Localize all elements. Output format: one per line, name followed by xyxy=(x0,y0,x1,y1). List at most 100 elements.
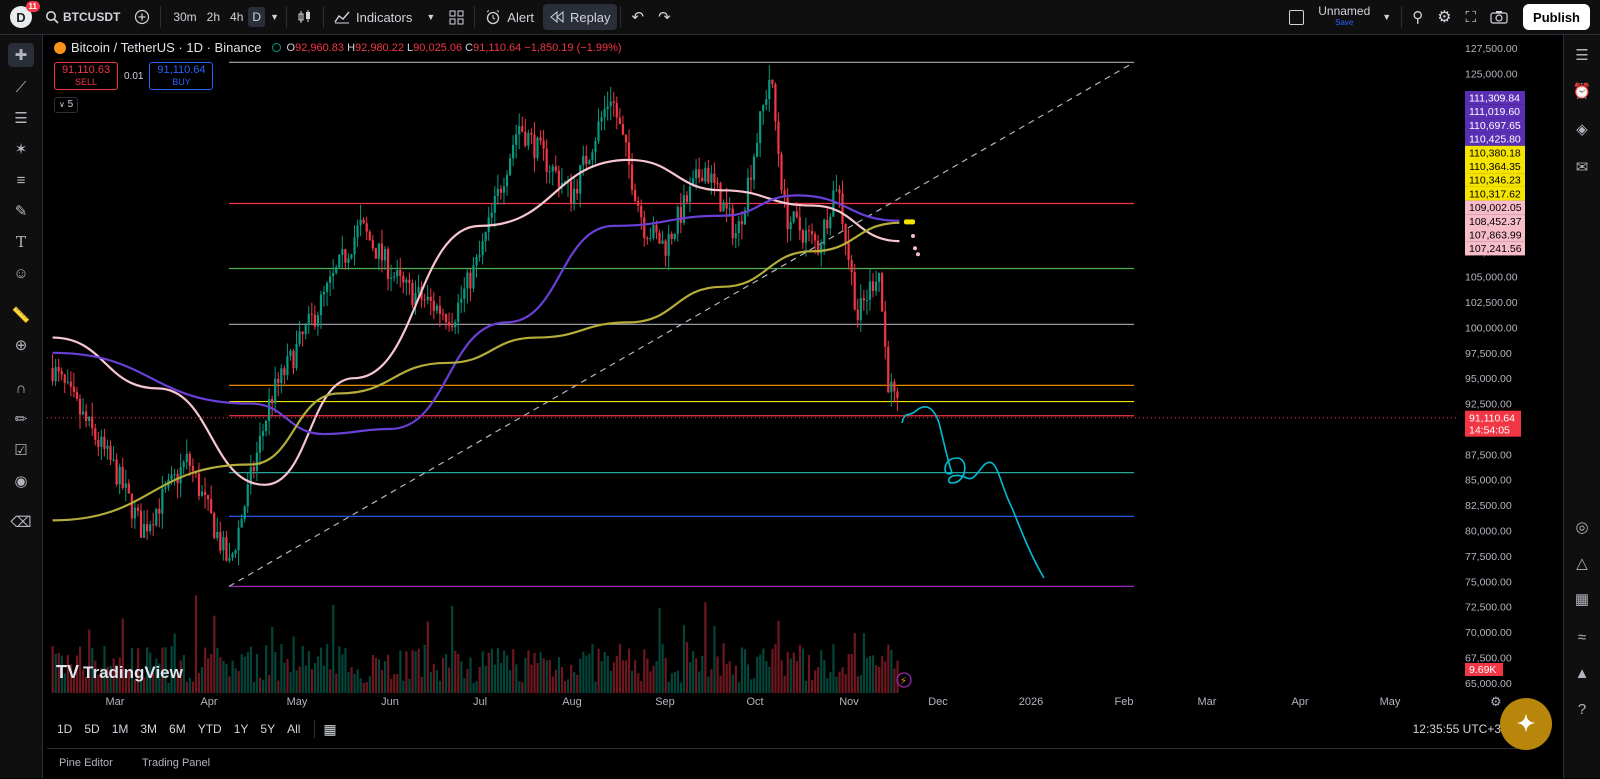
volume-bar xyxy=(335,673,338,693)
range-1m[interactable]: 1M xyxy=(111,722,129,736)
volume-bar xyxy=(634,660,637,693)
volume-bar xyxy=(740,647,744,693)
volume-bar xyxy=(161,647,164,693)
compare-symbol-button[interactable] xyxy=(127,0,157,34)
interval-d[interactable]: D xyxy=(248,7,266,27)
indicators-button[interactable]: Indicators ▼ xyxy=(327,0,442,34)
redo-button[interactable]: ↷ xyxy=(651,0,678,34)
crosshair-icon[interactable]: ✚ xyxy=(8,43,34,67)
emoji-icon[interactable]: ☺ xyxy=(13,264,29,282)
layout-name-button[interactable]: Unnamed Save ▼ xyxy=(1282,0,1398,34)
volume-bar xyxy=(646,658,649,693)
interval-2h[interactable]: 2h xyxy=(206,10,221,24)
volume-bar xyxy=(753,678,756,693)
candle-body xyxy=(554,166,557,171)
volume-bar xyxy=(573,672,576,693)
range-6m[interactable]: 6M xyxy=(169,722,186,736)
trend-line-icon[interactable]: ⟋ xyxy=(15,78,27,96)
range-5d[interactable]: 5D xyxy=(84,722,100,736)
replay-button[interactable]: Replay xyxy=(543,4,618,30)
chevron-down-icon[interactable]: ▼ xyxy=(270,12,279,22)
volume-bar xyxy=(466,668,469,693)
candle-body xyxy=(600,117,603,122)
volume-bar xyxy=(820,650,823,693)
symbol-search-button[interactable]: BTCUSDT xyxy=(38,0,127,34)
candle-body xyxy=(881,273,884,312)
current-price-label-bg xyxy=(1465,410,1521,437)
lock-drawing-icon[interactable]: ✏ xyxy=(14,411,28,428)
ruler-icon[interactable]: 📏 xyxy=(11,307,31,324)
settings-button[interactable]: ⚙ xyxy=(1430,0,1458,34)
layouts-button[interactable] xyxy=(442,0,471,34)
indicators-toggle[interactable]: ∨ 5 xyxy=(54,97,79,113)
undo-button[interactable]: ↶ xyxy=(624,0,651,34)
broadcast-icon[interactable]: ≈ xyxy=(1577,628,1587,646)
tab-pine-editor[interactable]: Pine Editor xyxy=(59,757,113,769)
volume-bar xyxy=(310,669,314,693)
interval-30m[interactable]: 30m xyxy=(173,10,197,24)
lock-icon[interactable]: ☑ xyxy=(14,442,28,459)
save-label[interactable]: Save xyxy=(1335,18,1354,27)
indicator-price-label-bg xyxy=(1465,173,1525,187)
volume-bar xyxy=(173,633,176,693)
volume-bar xyxy=(274,652,277,693)
publish-button[interactable]: Publish xyxy=(1523,4,1590,30)
candle-body xyxy=(832,190,835,217)
current-price-label: 91,110.64 xyxy=(1469,413,1515,425)
price-chart[interactable]: ⚡127,500.00125,000.00122,500.00120,000.0… xyxy=(47,38,1531,708)
volume-bar xyxy=(295,670,298,693)
range-3m[interactable]: 3M xyxy=(140,722,158,736)
alert-button[interactable]: Alert xyxy=(478,0,541,34)
quick-search-button[interactable]: ⚲ xyxy=(1405,0,1430,34)
legend-title[interactable]: Bitcoin / TetherUS · 1D · Binance xyxy=(71,40,262,55)
volume-bar xyxy=(374,657,378,693)
candle-body xyxy=(640,205,643,218)
layers-icon[interactable]: ◈ xyxy=(1576,121,1588,138)
candle-body xyxy=(191,466,194,471)
range-1y[interactable]: 1Y xyxy=(233,722,249,736)
candle-body xyxy=(582,155,585,166)
range-all[interactable]: All xyxy=(287,722,301,736)
range-ytd[interactable]: YTD xyxy=(197,722,222,736)
volume-bar xyxy=(149,652,152,693)
volume-bar xyxy=(643,649,646,693)
volume-bar xyxy=(527,650,530,693)
pattern-icon[interactable]: ✶ xyxy=(14,141,28,158)
eye-icon[interactable]: ◉ xyxy=(14,473,28,490)
chevron-down-icon[interactable]: ▼ xyxy=(426,12,436,22)
range-1d[interactable]: 1D xyxy=(57,722,73,736)
zoom-icon[interactable]: ⊕ xyxy=(14,337,28,354)
volume-bar xyxy=(664,657,667,693)
watchlist-icon[interactable]: ☰ xyxy=(1575,47,1589,64)
goto-date-icon[interactable]: ▦ xyxy=(323,720,337,737)
sell-button[interactable]: 91,110.63 SELL xyxy=(54,62,118,90)
layout-checkbox[interactable] xyxy=(1289,9,1305,25)
fib-icon[interactable]: ≡ xyxy=(16,171,26,189)
snapshot-button[interactable] xyxy=(1483,0,1515,34)
target-icon[interactable]: ◎ xyxy=(1575,519,1589,536)
user-avatar[interactable]: D 11 xyxy=(10,1,40,28)
magnet-icon[interactable]: ∩ xyxy=(15,379,27,397)
horizontal-lines-icon[interactable]: ☰ xyxy=(14,110,28,127)
bell-icon[interactable]: ▲ xyxy=(1574,664,1590,682)
tab-trading-panel[interactable]: Trading Panel xyxy=(142,757,211,769)
buy-button[interactable]: 91,110.64 BUY xyxy=(149,62,214,90)
trash-icon[interactable]: ⌫ xyxy=(10,514,32,531)
fullscreen-button[interactable]: ⛶ xyxy=(1459,0,1484,34)
pyramid-icon[interactable]: △ xyxy=(1576,555,1588,572)
chat-icon[interactable]: ✉ xyxy=(1575,159,1589,176)
chart-type-button[interactable] xyxy=(290,0,320,34)
interval-4h[interactable]: 4h xyxy=(230,10,244,24)
calendar-icon[interactable]: ▦ xyxy=(1574,591,1590,608)
help-icon[interactable]: ? xyxy=(1577,700,1587,718)
brush-icon[interactable]: ✎ xyxy=(14,203,28,220)
chevron-down-icon[interactable]: ▼ xyxy=(1382,12,1392,22)
clock[interactable]: 12:35:55 UTC+3 xyxy=(1412,722,1501,736)
candle-body xyxy=(142,524,146,538)
candle-body xyxy=(679,207,682,223)
alerts-icon[interactable]: ⏰ xyxy=(1572,83,1592,100)
text-icon[interactable]: T xyxy=(15,233,26,251)
candle-body xyxy=(615,103,618,118)
volume-bar xyxy=(704,602,707,693)
range-5y[interactable]: 5Y xyxy=(260,722,276,736)
